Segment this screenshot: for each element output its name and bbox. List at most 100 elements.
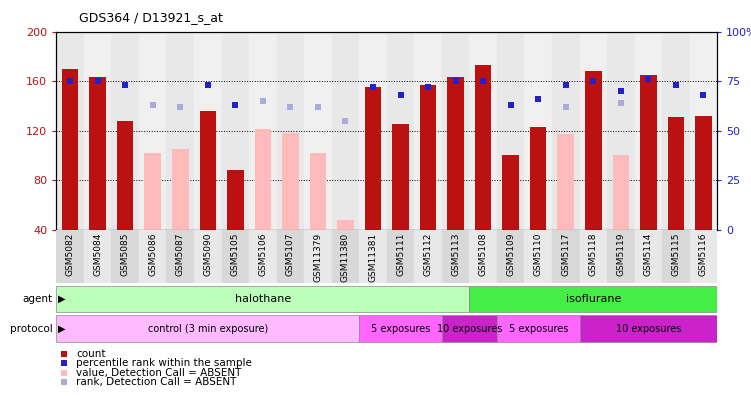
Bar [84,32,111,230]
Bar [497,32,524,230]
Bar [552,230,580,283]
Bar [337,220,354,230]
Bar [111,32,139,230]
Bar [392,124,409,230]
Text: GSM5112: GSM5112 [424,232,433,276]
Bar [497,230,524,283]
Bar [359,32,387,230]
Text: GSM5119: GSM5119 [617,232,626,276]
Text: GSM5084: GSM5084 [93,232,102,276]
Text: ▶: ▶ [58,324,65,334]
Bar [304,32,332,230]
Text: 5 exposures: 5 exposures [508,324,568,334]
Bar [332,32,359,230]
Bar [167,32,194,230]
Bar [139,230,167,283]
Text: value, Detection Call = ABSENT: value, Detection Call = ABSENT [76,367,242,378]
Text: GSM11381: GSM11381 [369,232,378,282]
Text: GDS364 / D13921_s_at: GDS364 / D13921_s_at [79,11,223,24]
Bar [607,32,635,230]
Bar [415,230,442,283]
Bar [276,32,304,230]
Text: 10 exposures: 10 exposures [616,324,681,334]
Text: isoflurane: isoflurane [566,294,621,304]
Text: GSM5118: GSM5118 [589,232,598,276]
Bar [497,315,580,342]
Text: GSM5113: GSM5113 [451,232,460,276]
Text: GSM5114: GSM5114 [644,232,653,276]
Bar [442,315,497,342]
Bar [662,32,689,230]
Text: GSM5087: GSM5087 [176,232,185,276]
Text: GSM11379: GSM11379 [313,232,322,282]
Bar [359,230,387,283]
Bar [172,149,189,230]
Bar [111,230,139,283]
Text: GSM5082: GSM5082 [65,232,74,276]
Text: rank, Detection Call = ABSENT: rank, Detection Call = ABSENT [76,377,237,387]
Bar [640,75,656,230]
Text: GSM5086: GSM5086 [148,232,157,276]
Bar [387,32,415,230]
Bar [524,32,552,230]
Text: GSM5111: GSM5111 [396,232,405,276]
Bar [607,230,635,283]
Bar [194,32,222,230]
Bar [222,230,249,283]
Bar [448,78,464,230]
Text: GSM5108: GSM5108 [478,232,487,276]
Text: GSM5090: GSM5090 [204,232,213,276]
Bar [304,230,332,283]
Bar [282,133,299,230]
Text: 10 exposures: 10 exposures [436,324,502,334]
Text: percentile rank within the sample: percentile rank within the sample [76,358,252,368]
Bar [249,32,276,230]
Bar [469,286,717,312]
Bar [689,230,717,283]
Bar [56,315,359,342]
Bar [200,111,216,230]
Bar [89,78,106,230]
Bar [585,71,602,230]
Bar [255,129,271,230]
Bar [56,32,84,230]
Bar [309,153,326,230]
Bar [689,32,717,230]
Bar [117,121,134,230]
Text: ▶: ▶ [58,294,65,304]
Bar [668,117,684,230]
Bar [387,230,415,283]
Text: GSM5116: GSM5116 [699,232,708,276]
Text: GSM5110: GSM5110 [534,232,543,276]
Bar [359,315,442,342]
Bar [415,32,442,230]
Bar [580,32,607,230]
Bar [695,116,712,230]
Bar [580,230,607,283]
Bar [144,153,161,230]
Bar [662,230,689,283]
Bar [84,230,111,283]
Bar [139,32,167,230]
Bar [365,88,382,230]
Bar [475,65,491,230]
Bar [420,85,436,230]
Bar [580,315,717,342]
Bar [469,32,497,230]
Bar [249,230,276,283]
Bar [524,230,552,283]
Bar [167,230,194,283]
Text: halothane: halothane [235,294,291,304]
Bar [276,230,304,283]
Bar [502,155,519,230]
Text: GSM5107: GSM5107 [286,232,295,276]
Bar [332,230,359,283]
Bar [222,32,249,230]
Bar [557,134,574,230]
Bar [635,230,662,283]
Text: GSM5105: GSM5105 [231,232,240,276]
Text: GSM5106: GSM5106 [258,232,267,276]
Text: GSM5115: GSM5115 [671,232,680,276]
Text: agent: agent [23,294,53,304]
Bar [442,32,469,230]
